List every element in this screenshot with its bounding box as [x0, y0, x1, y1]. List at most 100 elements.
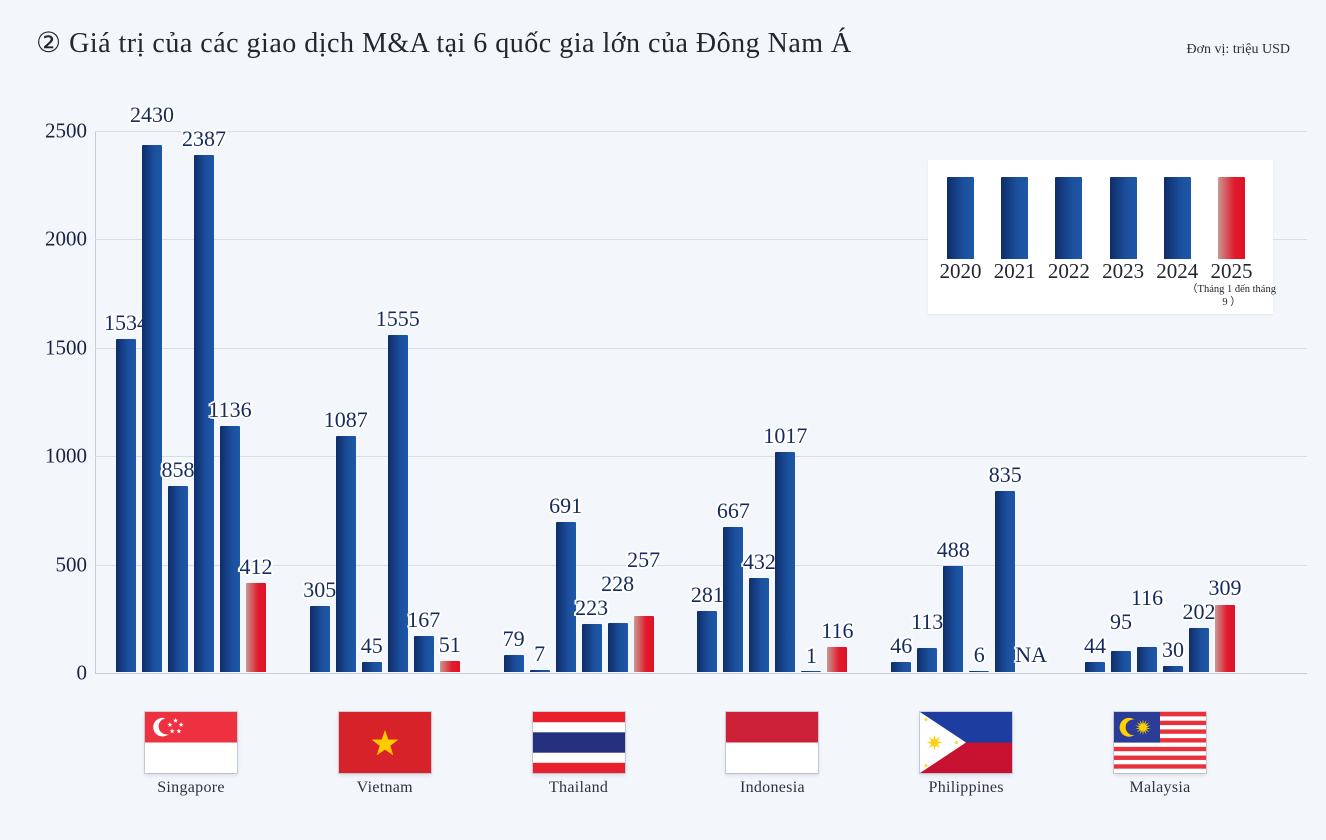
chart-title: ② Giá trị của các giao dịch M&A tại 6 qu…	[36, 28, 852, 59]
value-label-vietnam-2024: 167	[407, 606, 441, 632]
legend-year-2022: 2022	[1047, 259, 1090, 283]
value-label-malaysia-2022: 116	[1130, 585, 1164, 611]
malaysia-flag-icon	[1114, 712, 1206, 773]
legend-swatch-2022	[1055, 177, 1083, 259]
gridline-500	[95, 564, 1307, 566]
value-label-vietnam-2023: 1555	[375, 305, 420, 331]
legend-2025-note: （Tháng 1 đến tháng 9 ）	[1187, 284, 1276, 308]
value-label-singapore-2022: 858	[161, 457, 195, 482]
bar-vietnam-2021	[335, 436, 356, 672]
value-label-singapore-2020: 1534	[104, 310, 148, 336]
vietnam-flag-icon	[338, 712, 431, 773]
value-label-thailand-2020: 79	[502, 625, 525, 651]
value-label-thailand-2022: 691	[549, 493, 583, 519]
value-label-singapore-2023: 2387	[182, 125, 226, 151]
value-label-malaysia-2023: 30	[1162, 636, 1184, 662]
value-label-philippines-2022: 488	[936, 537, 970, 563]
value-label-thailand-2024: 228	[601, 570, 635, 596]
legend-swatch-2024	[1163, 177, 1191, 259]
value-label-malaysia-2020: 44	[1084, 633, 1106, 659]
gridline-1500	[95, 347, 1307, 349]
indonesia-flag-icon	[726, 712, 819, 773]
bar-vietnam-2020	[309, 605, 330, 672]
legend-year-2021: 2021	[993, 259, 1036, 283]
value-label-philippines-2024: 835	[988, 461, 1022, 487]
value-label-philippines-2021: 113	[911, 609, 944, 635]
value-label-thailand-2021: 7	[534, 641, 546, 667]
bar-malaysia-2025	[1215, 605, 1235, 672]
philippines-flag-icon	[920, 712, 1013, 773]
bar-philippines-2024	[995, 490, 1016, 672]
value-label-singapore-2025: 412	[239, 553, 273, 579]
bar-philippines-2020	[891, 662, 912, 672]
na-label-philippines-2025: NA	[1015, 642, 1048, 667]
bar-thailand-2025	[633, 616, 654, 672]
legend-swatch-2021	[1001, 177, 1029, 259]
bar-indonesia-2025	[827, 646, 848, 672]
value-label-vietnam-2022: 45	[360, 633, 383, 659]
bar-malaysia-2021	[1111, 651, 1131, 672]
y-tick-label-1500: 1500	[45, 335, 87, 360]
bar-vietnam-2023	[387, 334, 408, 672]
bar-malaysia-2023	[1163, 665, 1183, 672]
value-label-thailand-2025: 257	[627, 546, 661, 572]
country-label-malaysia: Malaysia	[1129, 779, 1191, 796]
country-label-philippines: Philippines	[928, 779, 1004, 796]
legend-swatch-2025	[1218, 177, 1245, 259]
country-label-indonesia: Indonesia	[739, 779, 805, 796]
singapore-flag-icon	[145, 712, 237, 773]
bar-vietnam-2024	[413, 635, 434, 672]
bar-philippines-2021	[917, 647, 938, 672]
bar-indonesia-2024	[801, 670, 822, 672]
bar-singapore-2025	[246, 582, 266, 672]
legend-swatch-2023	[1109, 177, 1137, 259]
value-label-indonesia-2024: 1	[805, 642, 817, 668]
country-label-vietnam: Vietnam	[356, 779, 413, 796]
y-axis-line	[95, 131, 96, 674]
y-tick-label-500: 500	[55, 552, 88, 577]
legend-year-2023: 2023	[1102, 259, 1145, 283]
legend-year-2025: 2025	[1210, 259, 1253, 283]
country-label-thailand: Thailand	[548, 779, 609, 796]
value-label-malaysia-2025: 309	[1208, 575, 1242, 601]
gridline-0	[95, 673, 1307, 674]
bar-singapore-2021	[142, 145, 162, 672]
bar-singapore-2020	[116, 339, 136, 672]
value-label-singapore-2021: 2430	[130, 101, 174, 127]
bar-vietnam-2025	[439, 660, 460, 672]
gridline-2000	[95, 239, 1307, 241]
y-tick-label-2500: 2500	[45, 118, 87, 143]
value-label-indonesia-2020: 281	[690, 582, 724, 608]
bar-thailand-2020	[503, 654, 524, 672]
bar-vietnam-2022	[361, 662, 382, 672]
gridline-2500	[95, 131, 1307, 132]
value-label-vietnam-2020: 305	[303, 576, 337, 602]
bar-philippines-2023	[969, 670, 990, 672]
value-label-vietnam-2021: 1087	[323, 407, 368, 433]
bar-indonesia-2020	[697, 611, 718, 672]
bar-malaysia-2024	[1189, 628, 1209, 672]
bar-philippines-2022	[943, 566, 964, 672]
legend-year-2024: 2024	[1156, 259, 1199, 283]
bar-thailand-2024	[607, 622, 628, 672]
bar-indonesia-2023	[775, 451, 796, 672]
value-label-indonesia-2021: 667	[716, 498, 750, 524]
bar-malaysia-2020	[1085, 662, 1105, 672]
bar-thailand-2021	[529, 670, 550, 672]
y-tick-label-2000: 2000	[45, 226, 87, 251]
legend: 2020 2021 2022 2023 2024 2025 （Tháng 1 đến thá…	[928, 160, 1276, 314]
bar-thailand-2022	[555, 522, 576, 672]
plot-area: 1534 2430 858 2387 1136 412 305 1087 45 1555 167 51…	[95, 102, 1307, 674]
thailand-flag-icon	[532, 712, 625, 773]
bar-indonesia-2021	[723, 527, 744, 672]
bar-singapore-2022	[168, 486, 188, 672]
legend-year-2020: 2020	[939, 259, 982, 283]
value-label-thailand-2023: 223	[575, 594, 609, 620]
y-tick-label-1000: 1000	[45, 443, 87, 468]
gridline-1000	[95, 456, 1307, 458]
value-label-malaysia-2024: 202	[1182, 599, 1216, 625]
value-label-indonesia-2025: 116	[821, 617, 854, 643]
bar-singapore-2023	[194, 154, 214, 672]
value-label-indonesia-2023: 1017	[763, 422, 808, 448]
